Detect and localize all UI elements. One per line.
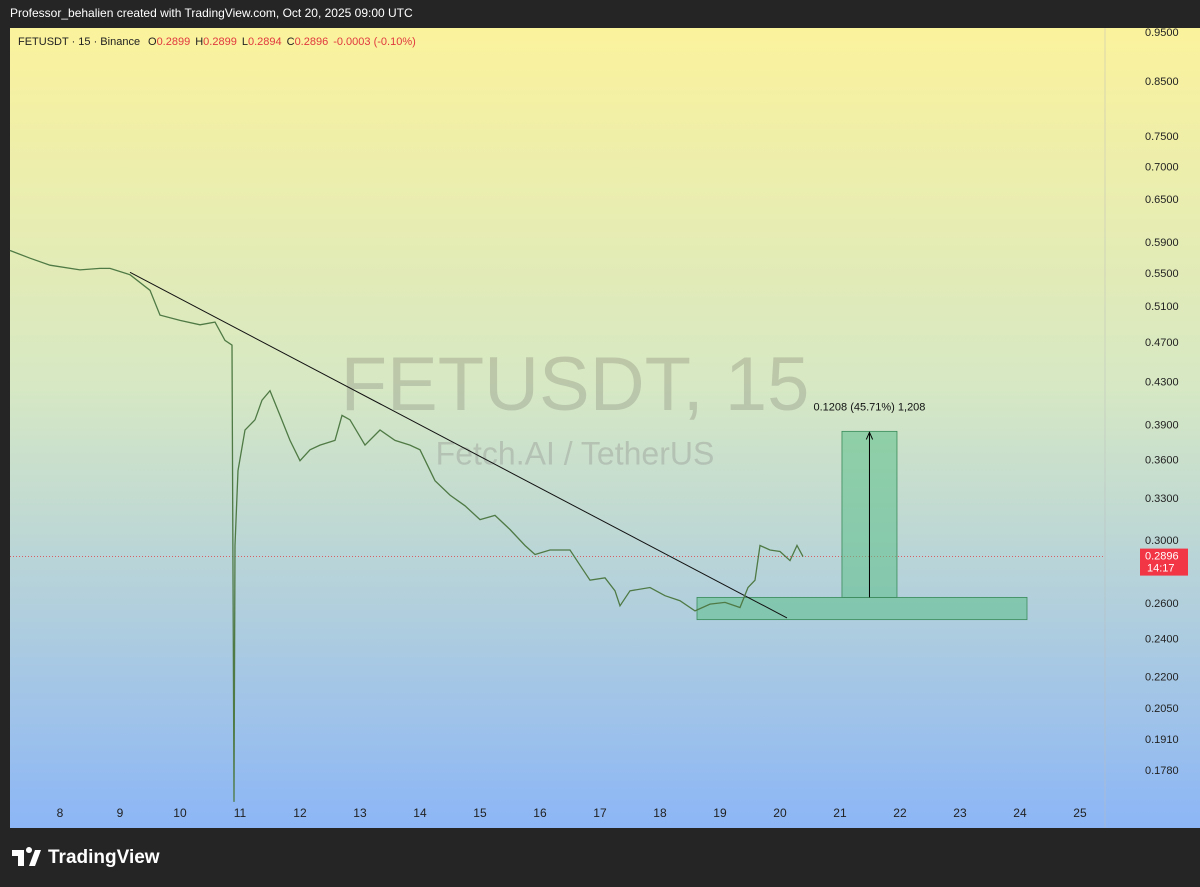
x-tick-label: 25 — [1073, 806, 1087, 820]
y-tick-label: 0.7500 — [1145, 131, 1179, 143]
x-tick-label: 14 — [413, 806, 427, 820]
measure-label: 0.1208 (45.71%) 1,208 — [814, 401, 926, 413]
attribution: Professor_behalien created with TradingV… — [10, 6, 413, 20]
support-zone — [696, 596, 1028, 621]
symbol: FETUSDT · 15 · Binance — [18, 36, 140, 48]
y-tick-label: 0.5100 — [1145, 301, 1179, 313]
watermark-subtitle: Fetch.AI / TetherUS — [436, 435, 715, 471]
x-tick-label: 18 — [653, 806, 667, 820]
countdown: 14:17 — [1147, 563, 1175, 575]
ohlc-key: C — [287, 36, 295, 48]
y-tick-label: 0.5500 — [1145, 268, 1179, 280]
ohlc-key: L — [242, 36, 248, 48]
x-tick-label: 12 — [293, 806, 307, 820]
x-tick-label: 10 — [173, 806, 187, 820]
x-tick-label: 24 — [1013, 806, 1027, 820]
x-tick-label: 8 — [57, 806, 64, 820]
price-line — [9, 249, 804, 802]
x-tick-label: 15 — [473, 806, 487, 820]
ohlc-key: O — [148, 36, 157, 48]
brand-logo — [12, 847, 41, 866]
y-tick-label: 0.2050 — [1145, 703, 1179, 715]
y-tick-label: 0.2200 — [1145, 672, 1179, 684]
ohlc-value: 0.2894 — [248, 36, 282, 48]
x-tick-label: 22 — [893, 806, 907, 820]
ohlc-value: 0.2899 — [157, 36, 191, 48]
y-tick-label: 0.1910 — [1145, 734, 1179, 746]
x-tick-label: 21 — [833, 806, 847, 820]
y-tick-label: 0.5900 — [1145, 237, 1179, 249]
x-tick-label: 20 — [773, 806, 787, 820]
y-tick-label: 0.7000 — [1145, 162, 1179, 174]
ohlc-value: 0.2899 — [203, 36, 237, 48]
x-tick-label: 16 — [533, 806, 547, 820]
y-tick-label: 0.6500 — [1145, 194, 1179, 206]
plot-background — [10, 28, 1200, 828]
x-tick-label: 23 — [953, 806, 967, 820]
y-tick-label: 0.4300 — [1145, 376, 1179, 388]
x-tick-label: 17 — [593, 806, 607, 820]
y-tick-label: 0.3300 — [1145, 493, 1179, 505]
ohlc: O0.2899 H0.2899 L0.2894 C0.2896 -0.0003 (-0.… — [148, 36, 416, 48]
brand: TradingView — [48, 847, 160, 868]
change: -0.0003 (-0.10%) — [333, 36, 416, 48]
last-price-label: 0.2896 — [1145, 551, 1179, 563]
legend: FETUSDT · 15 · Binance O0.2899 H0.2899 L0.… — [18, 36, 416, 48]
ohlc-key: H — [195, 36, 203, 48]
x-tick-label: 19 — [713, 806, 727, 820]
y-tick-label: 0.8500 — [1145, 76, 1179, 88]
trendline — [129, 271, 788, 619]
watermark: FETUSDT, 15 — [341, 342, 810, 427]
y-tick-label: 0.2600 — [1145, 598, 1179, 610]
y-tick-label: 0.3900 — [1145, 419, 1179, 431]
x-tick-label: 13 — [353, 806, 367, 820]
y-tick-label: 0.1780 — [1145, 765, 1179, 777]
y-tick-label: 0.4700 — [1145, 337, 1179, 349]
y-tick-label: 0.9500 — [1145, 27, 1179, 39]
last-price-box — [1140, 548, 1188, 576]
y-tick-label: 0.2400 — [1145, 633, 1179, 645]
ohlc-value: 0.2896 — [295, 36, 329, 48]
x-tick-label: 11 — [234, 806, 247, 820]
y-tick-label: 0.3000 — [1145, 535, 1179, 547]
y-tick-label: 0.3600 — [1145, 455, 1179, 467]
x-tick-label: 9 — [117, 806, 124, 820]
